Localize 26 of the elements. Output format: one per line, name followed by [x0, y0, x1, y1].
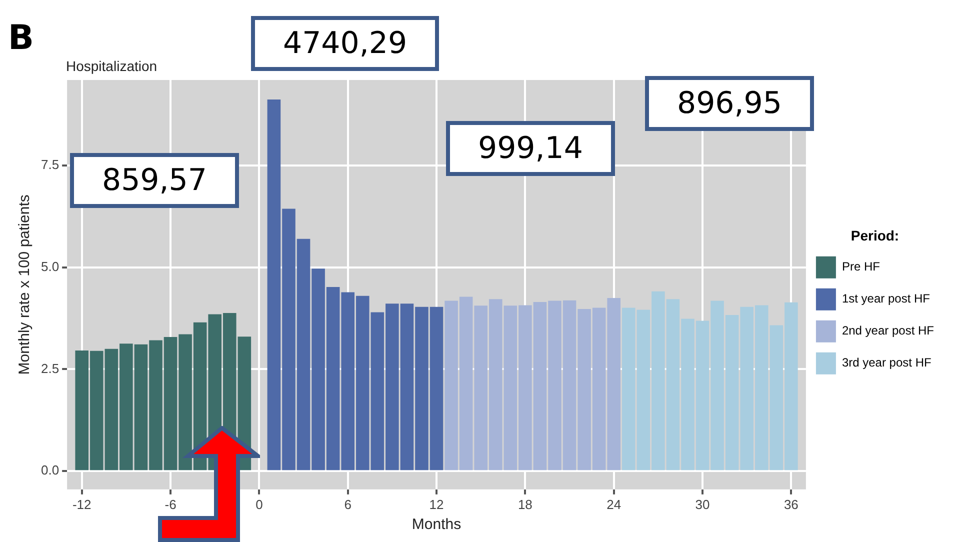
text: 4740,29	[251, 16, 440, 71]
legend-label: Pre HF	[842, 260, 880, 274]
y-tick-label: 7.5	[40, 157, 60, 172]
x-tick-label: 30	[695, 496, 710, 512]
annotation: 896,95	[645, 76, 814, 131]
legend-label: 1st year post HF	[842, 292, 930, 306]
x-tick-label: -12	[72, 496, 92, 512]
y-tick-label: 5.0	[40, 258, 60, 274]
x-tick-label: 0	[256, 496, 263, 512]
x-tick-label: 6	[344, 496, 352, 512]
x-tick-label: -6	[164, 496, 176, 512]
y-tick-label: 2.5	[40, 360, 60, 376]
x-tick-label: 24	[606, 496, 622, 512]
annotation: 859,57	[70, 153, 239, 208]
chart-title: Hospitalization	[66, 58, 158, 74]
x-axis-title: Months	[412, 516, 462, 534]
x-tick-label: 18	[518, 496, 532, 512]
legend-label: 2nd year post HF	[842, 324, 934, 338]
y-tick-label: 0.0	[40, 462, 60, 478]
x-tick-label: 36	[784, 496, 798, 512]
annotation: 999,14	[446, 121, 615, 176]
legend-label: 3rd year post HF	[842, 356, 932, 370]
x-tick-label: 12	[429, 496, 444, 512]
legend-title: Period:	[850, 227, 900, 244]
y-axis-title: Monthly rate x 100 patients	[16, 194, 34, 375]
text: B	[8, 18, 34, 58]
